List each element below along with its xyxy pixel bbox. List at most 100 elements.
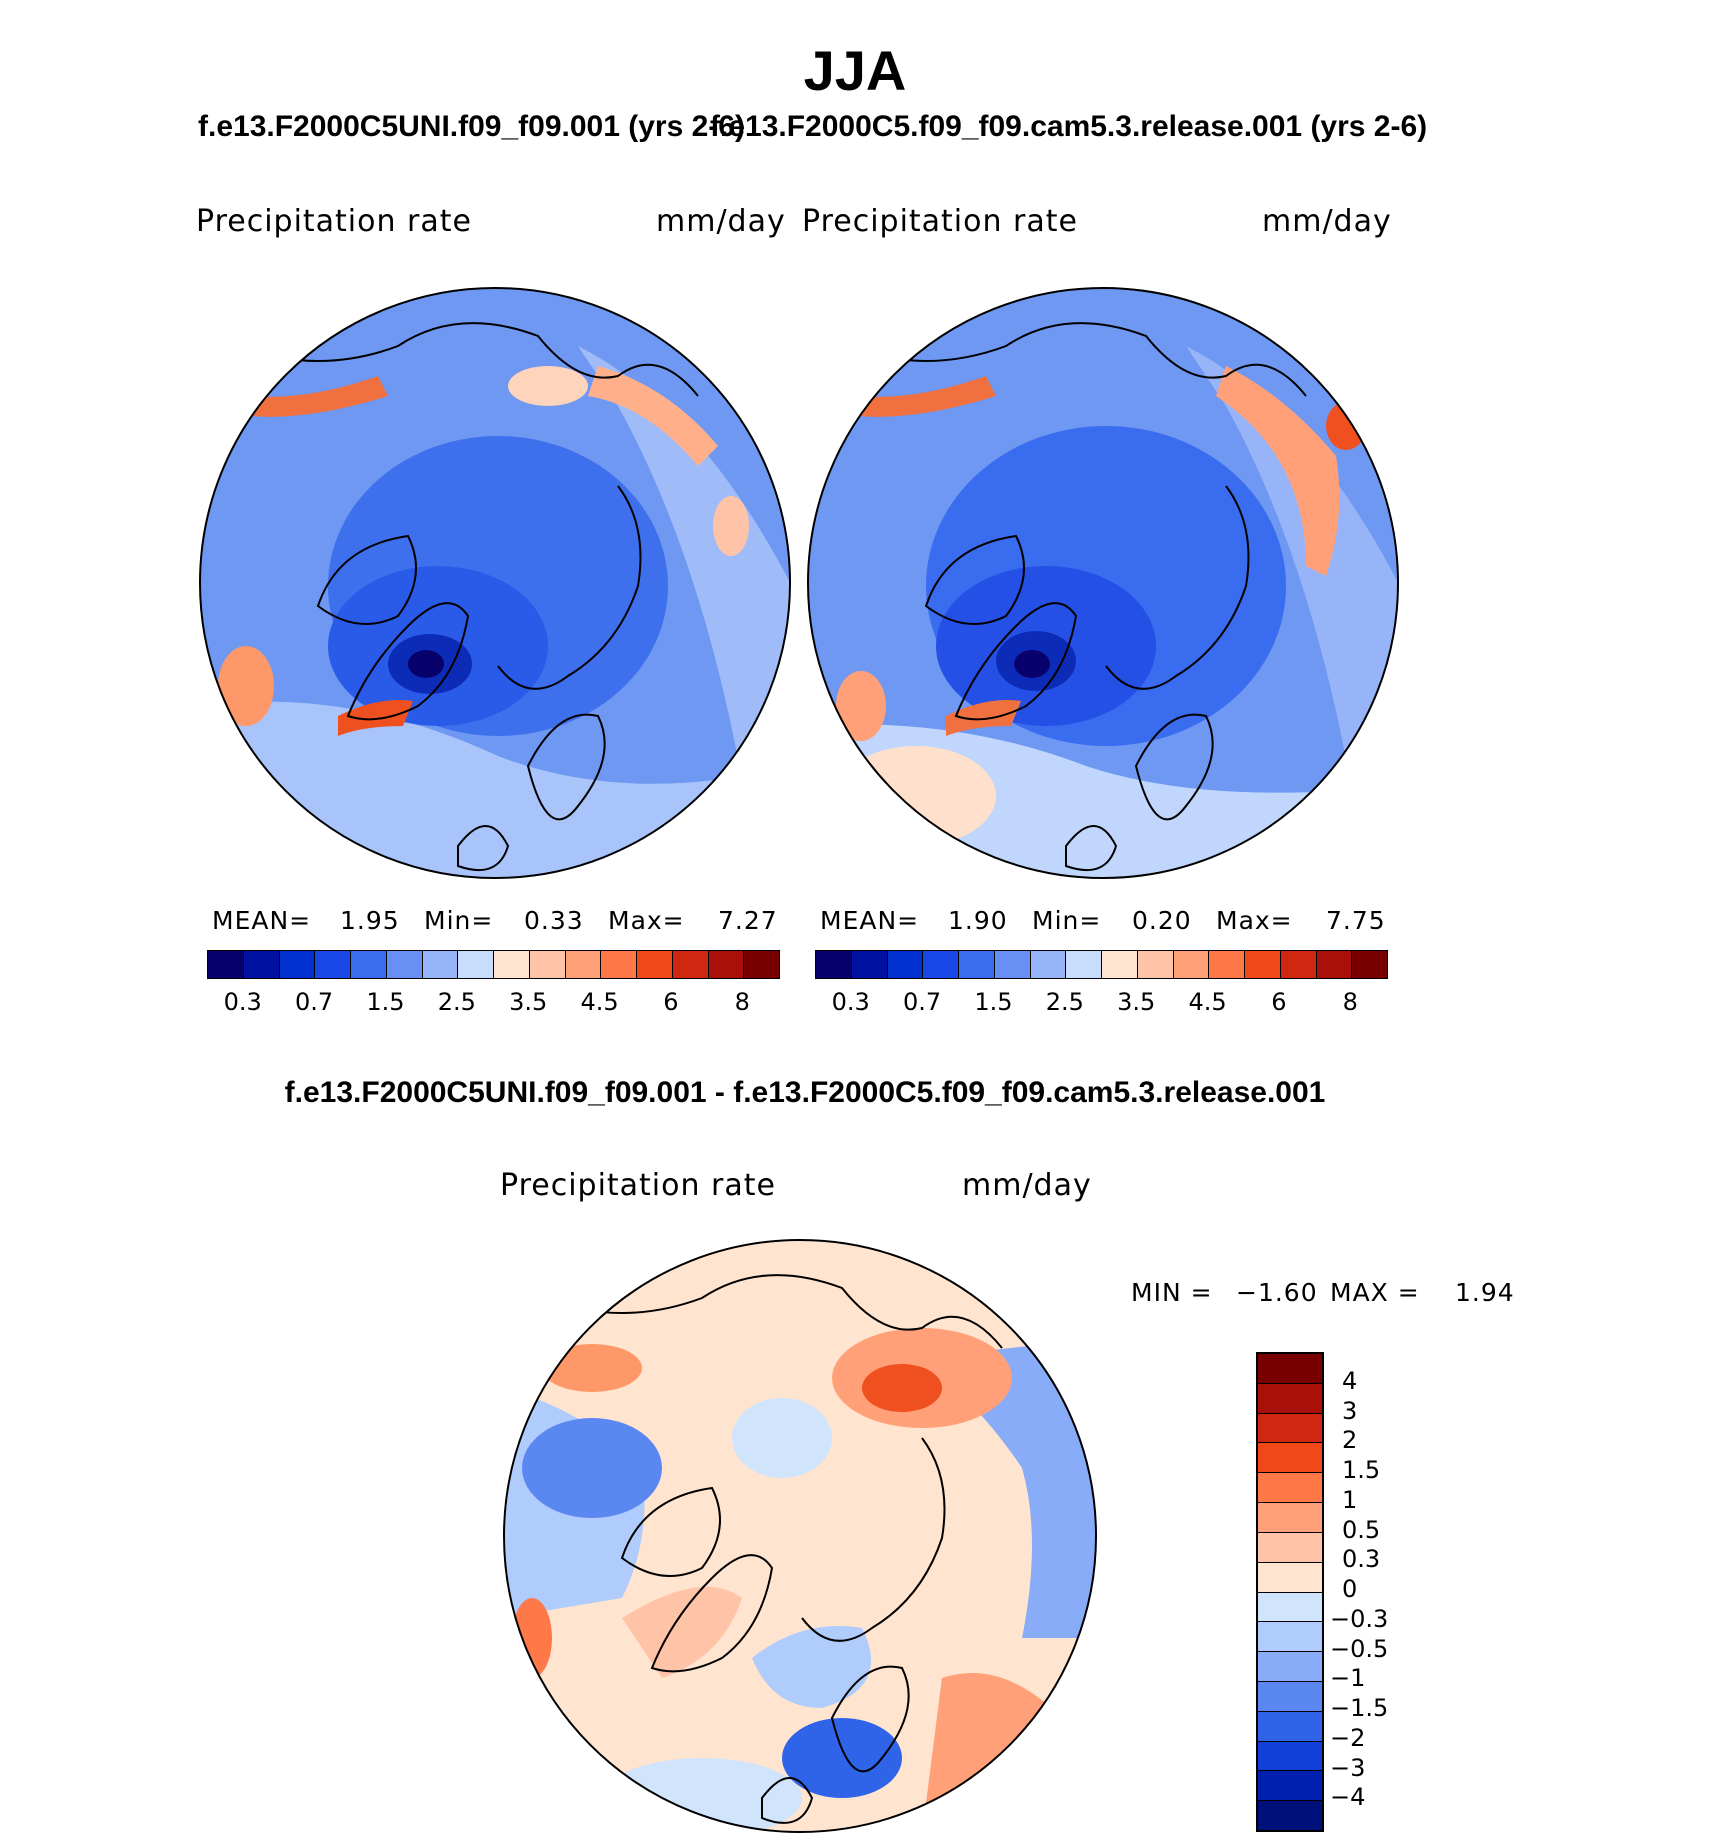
colorbar-swatch [994,951,1031,978]
colorbar-tick-label: 0.5 [1342,1515,1381,1544]
colorbar-tick-label: 3.5 [1117,988,1156,1016]
colorbar-tick-label: 1 [1342,1485,1358,1514]
left-min-value: 0.33 [524,906,584,935]
colorbar-swatch [923,951,959,978]
colorbar-swatch [1066,951,1102,978]
colorbar-swatch [1352,951,1387,978]
diff-variable-label: Precipitation rate [500,1168,776,1203]
colorbar-tick-label: −0.5 [1330,1634,1389,1663]
colorbar-swatch [279,951,316,978]
diff-min-value: −1.60 [1236,1278,1318,1307]
difference-title: f.e13.F2000C5UNI.f09_f09.001 - f.e13.F20… [284,1076,1326,1109]
colorbar-swatch [1258,1354,1322,1384]
right-mean-value: 1.90 [948,906,1008,935]
colorbar-tick-label: 1.5 [974,988,1013,1016]
colorbar-tick-label: 0 [1342,1575,1358,1603]
diff-max-label: MAX = [1330,1278,1420,1307]
left-variable-label: Precipitation rate [196,204,472,239]
difference-colorbar-ticks: 4 3 2 1.5 1 0.5 0.3 0 −0.3 −0.5 −1 −1.5 −2 −3 −4 [1330,1352,1450,1828]
colorbar-swatch [1258,1532,1322,1563]
colorbar-tick-label: −1.5 [1330,1694,1389,1722]
diff-units-label: mm/day [962,1168,1092,1203]
colorbar-swatch [1258,1473,1322,1504]
season-title: JJA [803,39,907,102]
colorbar-swatch [672,951,709,978]
left-units-label: mm/day [656,204,786,239]
colorbar-tick-label: 0.7 [902,988,942,1016]
diff-min-label: MIN = [1131,1278,1213,1307]
colorbar-swatch [1258,1413,1322,1444]
colorbar-swatch [458,951,494,978]
colorbar-swatch [1102,951,1138,978]
colorbar-swatch [386,951,423,978]
colorbar-swatch [1258,1711,1322,1742]
colorbar-swatch [1258,1562,1322,1593]
colorbar-swatch [1173,951,1210,978]
colorbar-swatch [315,951,351,978]
colorbar-swatch [851,951,888,978]
colorbar-tick-label: 4.5 [580,988,619,1016]
colorbar-tick-label: 2.5 [1045,988,1084,1016]
colorbar-tick-label: 4.5 [1188,988,1227,1016]
right-mean-label: MEAN= [820,906,920,935]
right-colorbar [815,950,1388,979]
colorbar-tick-label: −1 [1330,1664,1366,1693]
left-max-label: Max= [608,906,685,935]
colorbar-swatch [1137,951,1174,978]
colorbar-tick-label: 2 [1342,1426,1358,1455]
colorbar-tick-label: 6 [663,988,679,1016]
colorbar-swatch [601,951,637,978]
colorbar-swatch [708,951,745,978]
left-mean-value: 1.95 [340,906,400,935]
colorbar-swatch [208,951,244,978]
colorbar-swatch [1258,1592,1322,1623]
colorbar-swatch [243,951,280,978]
colorbar-swatch [816,951,852,978]
colorbar-swatch [422,951,459,978]
right-min-label: Min= [1032,906,1102,935]
colorbar-swatch [1030,951,1067,978]
right-colorbar-ticks: 0.3 0.7 1.5 2.5 3.5 4.5 6 8 [815,988,1386,1018]
left-mean-label: MEAN= [212,906,312,935]
left-max-value: 7.27 [718,906,778,935]
right-polar-map [807,287,1399,879]
colorbar-swatch [1258,1741,1322,1772]
colorbar-tick-label: −3 [1330,1753,1366,1782]
colorbar-swatch [1258,1383,1322,1414]
colorbar-tick-label: 6 [1271,988,1287,1016]
colorbar-swatch [1258,1771,1322,1802]
left-polar-map [199,287,791,879]
colorbar-swatch [959,951,995,978]
right-max-label: Max= [1216,906,1293,935]
colorbar-tick-label: 0.3 [831,988,870,1016]
left-colorbar [207,950,780,979]
colorbar-tick-label: −0.3 [1330,1604,1389,1633]
left-min-label: Min= [424,906,494,935]
colorbar-tick-label: −4 [1330,1783,1366,1812]
colorbar-tick-label: 2.5 [437,988,476,1016]
colorbar-tick-label: 0.3 [1342,1545,1381,1574]
case-left-title: f.e13.F2000C5UNI.f09_f09.001 (yrs 2-6) [198,110,745,143]
colorbar-tick-label: 0.3 [223,988,262,1016]
colorbar-swatch [1258,1652,1322,1682]
right-units-label: mm/day [1262,204,1392,239]
colorbar-tick-label: 8 [1342,988,1358,1016]
colorbar-swatch [529,951,566,978]
colorbar-swatch [744,951,779,978]
colorbar-tick-label: 4 [1342,1366,1358,1395]
colorbar-tick-label: 1.5 [366,988,405,1016]
difference-colorbar [1256,1352,1324,1832]
colorbar-tick-label: 8 [734,988,750,1016]
colorbar-tick-label: 1.5 [1342,1456,1381,1484]
colorbar-swatch [637,951,673,978]
colorbar-swatch [1245,951,1281,978]
colorbar-swatch [887,951,924,978]
diff-max-value: 1.94 [1455,1278,1515,1307]
colorbar-tick-label: 0.7 [294,988,334,1016]
colorbar-tick-label: 3.5 [509,988,548,1016]
colorbar-swatch [1258,1503,1322,1533]
right-variable-label: Precipitation rate [802,204,1078,239]
difference-polar-map [503,1239,1097,1833]
case-right-title: f.e13.F2000C5.f09_f09.cam5.3.release.001… [710,110,1428,143]
colorbar-swatch [565,951,602,978]
